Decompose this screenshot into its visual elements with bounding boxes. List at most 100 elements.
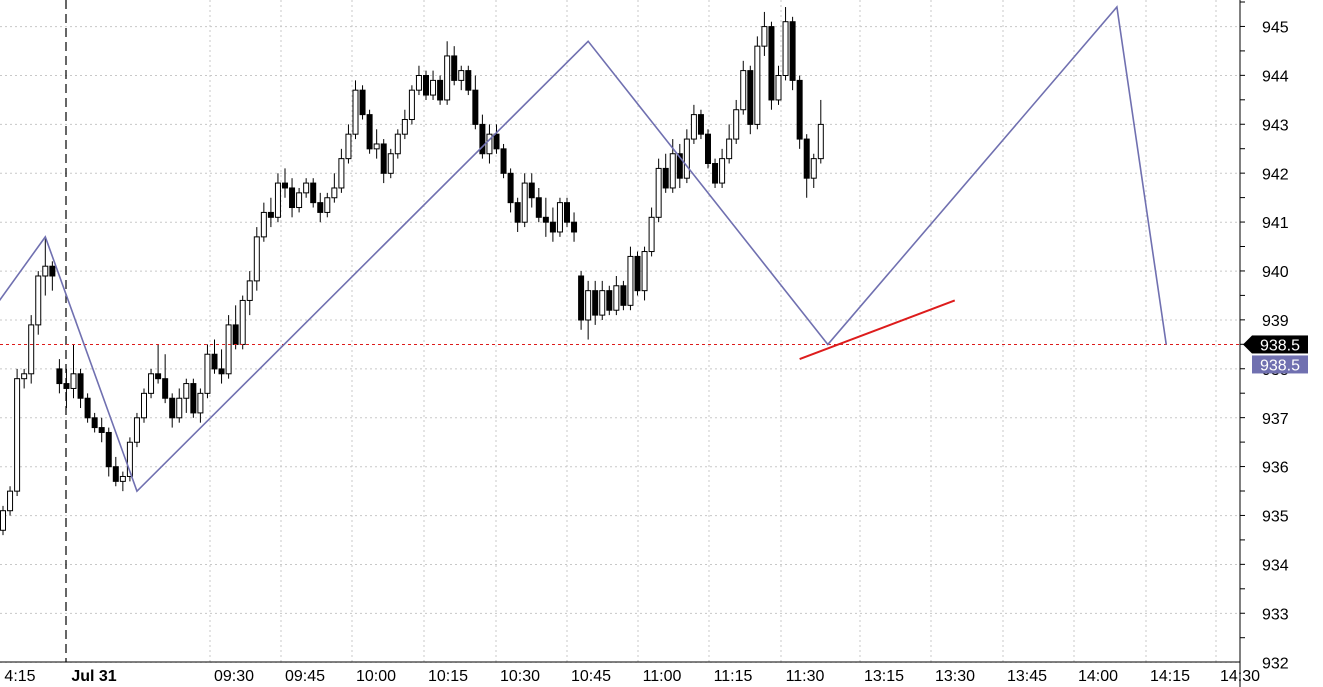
candle xyxy=(176,388,183,423)
candle-body-up xyxy=(641,251,648,292)
candle-body-up xyxy=(761,26,768,47)
price-labels: 938.5 938.5 xyxy=(1243,335,1308,374)
candle-body-down xyxy=(507,172,514,204)
candle-body-up xyxy=(415,75,422,91)
grid-layer xyxy=(0,0,1240,663)
candle-body-down xyxy=(542,216,549,223)
candle-body-up xyxy=(627,255,634,306)
candle xyxy=(655,158,662,223)
candle-body-up xyxy=(394,133,401,155)
candle xyxy=(726,124,733,164)
candle xyxy=(444,41,451,105)
candle xyxy=(768,21,775,110)
candle xyxy=(606,285,613,316)
candle xyxy=(387,148,394,179)
candle-body-up xyxy=(70,373,77,389)
candle-body-down xyxy=(564,202,570,223)
candle xyxy=(35,271,42,335)
candle-body-down xyxy=(169,397,176,419)
candle-body-up xyxy=(183,383,190,399)
candle xyxy=(366,109,373,154)
candle xyxy=(592,280,599,325)
candle xyxy=(218,349,225,384)
candle-body-down xyxy=(451,55,458,81)
y-tick-label: 945 xyxy=(1262,20,1289,37)
candle xyxy=(430,70,437,100)
candle-body-up xyxy=(556,202,563,233)
candle xyxy=(627,246,634,311)
candle xyxy=(155,344,162,384)
candle-body-down xyxy=(77,373,84,399)
y-tick-label: 935 xyxy=(1262,509,1289,526)
candle-body-down xyxy=(620,285,627,306)
candle xyxy=(556,197,563,237)
candle xyxy=(7,486,14,516)
candle-body-down xyxy=(479,123,486,155)
candle-body-down xyxy=(697,114,704,135)
candle xyxy=(0,505,6,536)
candle xyxy=(56,359,63,394)
candle xyxy=(204,344,211,399)
x-axis: 4:15 Jul 31 09:30 09:45 10:00 10:15 10:30 10:45… xyxy=(0,661,1260,685)
x-tick-label: 10:15 xyxy=(428,668,468,685)
x-tick-label: 14:00 xyxy=(1078,668,1118,685)
candle-body-down xyxy=(105,431,112,468)
candle xyxy=(571,212,578,242)
candle xyxy=(662,153,669,193)
candle-body-down xyxy=(155,373,162,380)
candle xyxy=(310,178,317,208)
candle-body-down xyxy=(267,211,274,218)
candle xyxy=(458,65,465,91)
candle xyxy=(697,109,704,140)
candle xyxy=(578,271,585,330)
candle xyxy=(14,368,21,497)
candle-body-down xyxy=(747,70,754,125)
candle-body-up xyxy=(444,55,451,101)
candle-body-down xyxy=(578,275,585,321)
x-tick-label: 4:15 xyxy=(4,668,35,685)
x-tick-label: 09:45 xyxy=(285,668,325,685)
candle xyxy=(162,354,169,404)
candle-body-up xyxy=(14,378,21,492)
candle-body-up xyxy=(197,392,204,414)
candle-body-up xyxy=(486,133,493,155)
candle xyxy=(740,60,747,115)
candle xyxy=(408,85,415,125)
candle xyxy=(465,65,472,96)
y-tick-label: 933 xyxy=(1262,606,1289,623)
candle-body-down xyxy=(49,265,56,277)
candle-body-down xyxy=(789,21,796,81)
y-tick-label: 932 xyxy=(1262,655,1289,672)
candle xyxy=(352,80,359,140)
candle-body-down xyxy=(380,143,387,174)
candle xyxy=(634,251,641,296)
candle-body-up xyxy=(430,79,437,96)
candle xyxy=(683,129,690,184)
candles xyxy=(0,7,824,536)
candle xyxy=(486,124,493,164)
y-tick-label: 940 xyxy=(1262,264,1289,281)
candle xyxy=(105,427,112,477)
candle xyxy=(754,36,761,130)
candle xyxy=(817,99,824,164)
y-tick-label: 943 xyxy=(1262,117,1289,134)
candle xyxy=(190,378,197,418)
candle xyxy=(775,65,782,105)
candle xyxy=(183,378,190,413)
candle-body-up xyxy=(648,216,655,253)
candle xyxy=(317,192,324,223)
candle xyxy=(451,46,458,86)
candle-body-up xyxy=(585,290,592,321)
candle xyxy=(232,305,239,350)
candle xyxy=(211,339,218,374)
candle xyxy=(21,368,28,389)
y-tick-label: 942 xyxy=(1262,166,1289,183)
candle-body-down xyxy=(211,353,218,370)
candle xyxy=(401,109,408,140)
candle xyxy=(549,207,556,242)
candle xyxy=(169,393,176,428)
candle-body-up xyxy=(387,153,394,174)
candle-body-down xyxy=(662,167,669,189)
candle xyxy=(63,368,70,409)
candle-body-up xyxy=(754,45,761,125)
